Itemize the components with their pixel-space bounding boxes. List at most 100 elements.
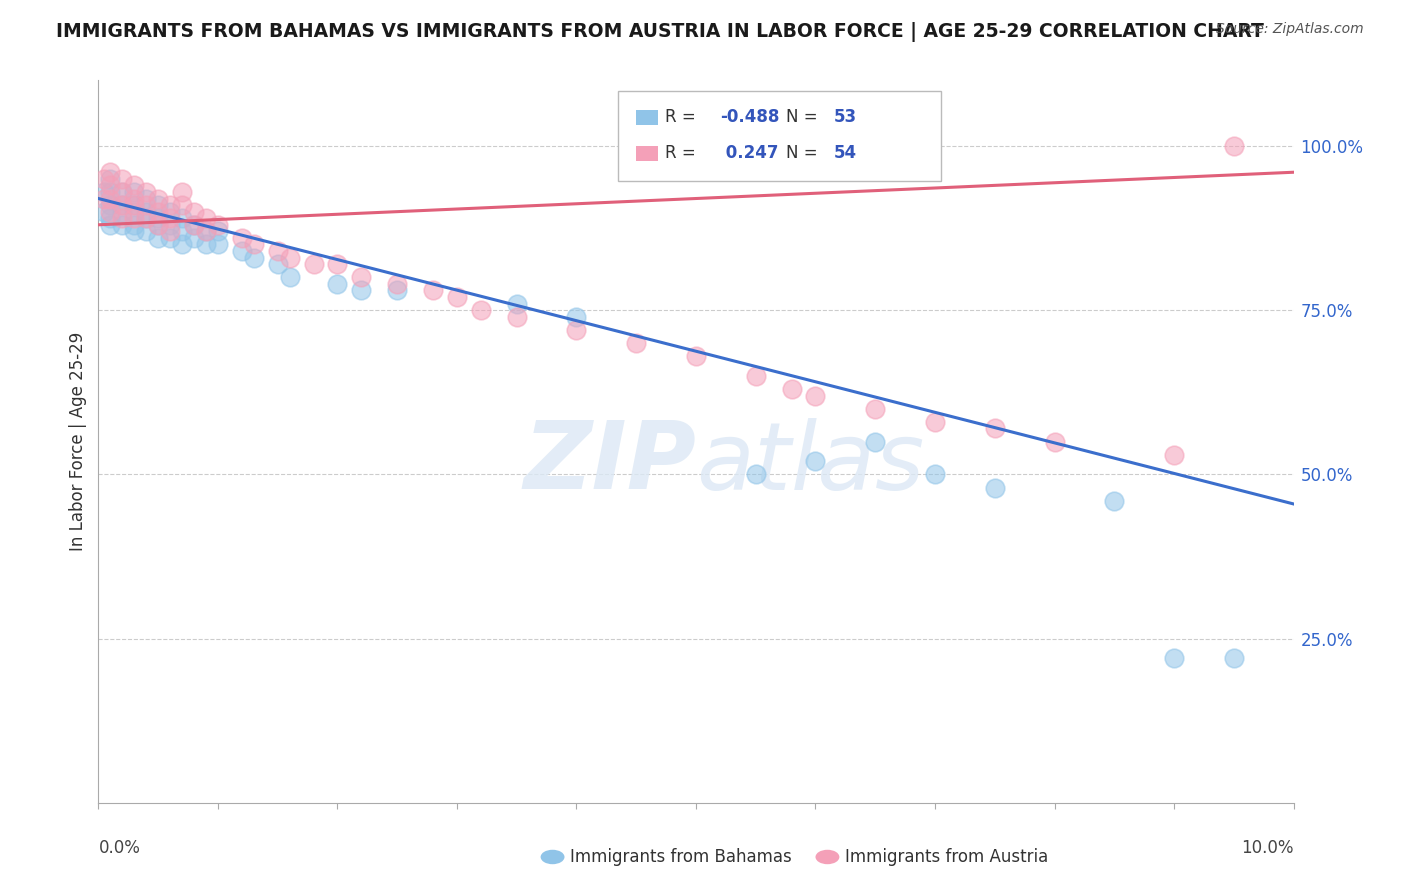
Point (111, 185, 134, 199)
Point (98, 198, 122, 212)
Y-axis label: In Labor Force | Age 25-29: In Labor Force | Age 25-29 (69, 332, 87, 551)
Point (565, 323, 588, 337)
Point (98, 171, 122, 186)
Point (148, 218, 170, 232)
Point (984, 421, 1007, 435)
FancyBboxPatch shape (637, 110, 658, 125)
Point (159, 218, 181, 232)
Point (124, 192, 146, 206)
Point (804, 454, 827, 468)
Point (1163, 651, 1185, 665)
Point (865, 434, 887, 449)
Point (565, 310, 588, 324)
Point (326, 257, 349, 271)
Circle shape (540, 850, 565, 864)
Point (135, 185, 157, 199)
Point (148, 231, 170, 245)
Point (350, 270, 373, 285)
Point (111, 211, 134, 226)
Point (780, 382, 803, 396)
Point (1043, 434, 1066, 449)
Point (111, 198, 134, 212)
Point (278, 270, 301, 285)
Point (124, 198, 146, 212)
Point (124, 224, 146, 238)
Point (124, 204, 146, 219)
Point (1163, 448, 1185, 462)
Text: 0.0%: 0.0% (98, 838, 141, 857)
Point (148, 204, 170, 219)
Point (745, 368, 768, 383)
Point (159, 224, 181, 238)
Text: 53: 53 (834, 108, 856, 126)
Point (124, 185, 146, 199)
Point (172, 211, 194, 226)
Point (243, 237, 266, 252)
Point (135, 211, 157, 226)
Point (267, 257, 290, 271)
Point (124, 198, 146, 212)
Point (195, 224, 218, 238)
Text: N =: N = (786, 144, 823, 161)
Point (135, 204, 157, 219)
Point (1104, 493, 1126, 508)
Point (159, 211, 181, 226)
Point (231, 231, 253, 245)
Point (183, 218, 205, 232)
Point (172, 185, 194, 199)
Point (207, 224, 229, 238)
Point (243, 251, 266, 265)
Point (924, 467, 946, 482)
Point (93, 171, 115, 186)
Point (98, 204, 122, 219)
Text: atlas: atlas (696, 417, 924, 508)
Point (385, 277, 409, 291)
Point (924, 415, 946, 429)
Point (195, 211, 218, 226)
Point (267, 244, 290, 258)
Point (172, 198, 194, 212)
Point (745, 467, 768, 482)
Point (159, 204, 181, 219)
Point (159, 231, 181, 245)
Point (195, 224, 218, 238)
Point (183, 218, 205, 232)
Point (804, 388, 827, 402)
Point (135, 211, 157, 226)
Point (422, 284, 444, 298)
Point (111, 185, 134, 199)
Point (1223, 651, 1246, 665)
Point (93, 185, 115, 199)
FancyBboxPatch shape (637, 146, 658, 161)
Point (446, 290, 468, 304)
Point (98, 218, 122, 232)
Point (124, 178, 146, 193)
Point (135, 192, 157, 206)
Point (98, 192, 122, 206)
Point (159, 198, 181, 212)
Text: N =: N = (786, 108, 823, 126)
Point (506, 310, 529, 324)
Point (111, 198, 134, 212)
Text: ZIP: ZIP (523, 417, 696, 509)
Point (385, 284, 409, 298)
Point (148, 211, 170, 226)
Point (148, 198, 170, 212)
Point (506, 296, 529, 310)
Point (470, 303, 492, 318)
Point (865, 401, 887, 416)
Text: 10.0%: 10.0% (1241, 838, 1294, 857)
Point (326, 277, 349, 291)
Circle shape (815, 850, 839, 864)
Point (302, 257, 325, 271)
Point (98, 185, 122, 199)
Text: 54: 54 (834, 144, 856, 161)
Point (984, 481, 1007, 495)
Point (172, 237, 194, 252)
Text: 0.247: 0.247 (720, 144, 779, 161)
Text: Immigrants from Bahamas: Immigrants from Bahamas (571, 848, 792, 866)
Point (124, 218, 146, 232)
Point (183, 204, 205, 219)
Point (350, 284, 373, 298)
Point (148, 192, 170, 206)
